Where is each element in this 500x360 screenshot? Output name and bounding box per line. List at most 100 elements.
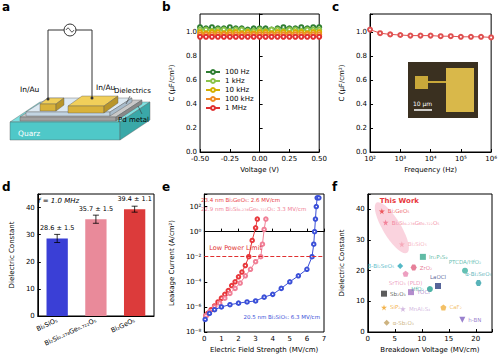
svg-text:20: 20 — [471, 335, 480, 343]
svg-text:6: 6 — [305, 335, 310, 343]
svg-text:-0.50: -0.50 — [191, 155, 209, 163]
svg-text:10⁻²: 10⁻² — [186, 253, 202, 261]
svg-text:15: 15 — [444, 335, 453, 343]
svg-text:40: 40 — [356, 205, 365, 213]
svg-text:Bi₂Si₀.₂₇₈Ge₀.₇₂₂O₅: Bi₂Si₀.₂₇₈Ge₀.₇₂₂O₅ — [392, 220, 440, 226]
svg-text:10⁵: 10⁵ — [455, 155, 467, 163]
svg-text:PTCDA/HfO₂: PTCDA/HfO₂ — [449, 259, 482, 265]
svg-text:10⁻⁴: 10⁻⁴ — [186, 278, 202, 286]
svg-text:20.5 nm Bi₂SiO₅: 6.3 MV/cm: 20.5 nm Bi₂SiO₅: 6.3 MV/cm — [244, 314, 320, 320]
svg-text:Breakdown Voltage (MV/cm): Breakdown Voltage (MV/cm) — [380, 346, 479, 354]
svg-text:CaF₂: CaF₂ — [449, 304, 462, 310]
svg-text:Sb₂O₃: Sb₂O₃ — [390, 291, 406, 297]
svg-text:0.50: 0.50 — [311, 155, 327, 163]
svg-text:Dielectric Constant: Dielectric Constant — [8, 221, 16, 288]
svg-text:Dielectric Constant: Dielectric Constant — [338, 229, 346, 296]
svg-text:0.4: 0.4 — [186, 100, 198, 108]
svg-text:MnAl₂S₄: MnAl₂S₄ — [409, 306, 431, 312]
svg-text:Bi₂SiO₅: Bi₂SiO₅ — [35, 316, 59, 333]
svg-text:0.4: 0.4 — [356, 100, 368, 108]
svg-text:0.00: 0.00 — [252, 155, 268, 163]
svg-text:10⁻⁸: 10⁻⁸ — [186, 328, 202, 336]
svg-text:10 μm: 10 μm — [413, 100, 432, 108]
svg-text:10⁶: 10⁶ — [485, 155, 497, 163]
svg-text:35.7 ± 1.5: 35.7 ± 1.5 — [79, 205, 113, 213]
svg-text:0.6: 0.6 — [356, 76, 368, 84]
svg-text:10: 10 — [356, 297, 365, 305]
svg-text:10⁴: 10⁴ — [425, 155, 437, 163]
svg-text:10: 10 — [417, 335, 426, 343]
svg-text:100 Hz: 100 Hz — [225, 68, 250, 76]
svg-text:100 kHz: 100 kHz — [225, 95, 254, 103]
svg-text:23.4 nm Bi₂GeO₅: 2.6 MV/cm: 23.4 nm Bi₂GeO₅: 2.6 MV/cm — [201, 197, 280, 203]
svg-text:0.2: 0.2 — [186, 124, 197, 132]
svg-text:In/Au: In/Au — [96, 83, 116, 92]
svg-text:Electric Field Strength (MV/cm: Electric Field Strength (MV/cm) — [210, 346, 319, 354]
svg-text:0: 0 — [366, 335, 370, 343]
svg-text:SiP₂: SiP₂ — [390, 304, 401, 310]
svg-text:ZrO₂: ZrO₂ — [420, 265, 433, 271]
svg-text:0: 0 — [202, 335, 206, 343]
svg-text:Low Power Limit: Low Power Limit — [209, 244, 262, 252]
svg-text:Quarz: Quarz — [18, 129, 40, 138]
svg-text:h-BN: h-BN — [468, 317, 481, 323]
svg-text:C (μF/cm²): C (μF/cm²) — [168, 64, 176, 101]
svg-text:22.9 nm Bi₂Si₀.₂₇₈Ge₀.₇₂₂O₅: 3: 22.9 nm Bi₂Si₀.₂₇₈Ge₀.₇₂₂O₅: 3.3 MV/cm — [201, 206, 306, 212]
svg-text:0.8: 0.8 — [356, 52, 367, 60]
svg-text:28.6 ± 1.5: 28.6 ± 1.5 — [40, 224, 74, 232]
svg-text:5: 5 — [393, 335, 397, 343]
html-text:a: a — [2, 0, 11, 14]
svg-text:LaOCl: LaOCl — [430, 274, 447, 280]
svg-text:20: 20 — [356, 267, 365, 275]
svg-text:SrTiO₃ (PLD): SrTiO₃ (PLD) — [389, 280, 423, 286]
svg-text:1.0: 1.0 — [186, 28, 197, 36]
svg-text:0.8: 0.8 — [186, 52, 197, 60]
html-text:b: b — [162, 0, 171, 14]
svg-text:0: 0 — [360, 328, 364, 336]
svg-text:Leakage Current (A/cm²): Leakage Current (A/cm²) — [168, 220, 176, 306]
svg-text:β-Bi₂SeO₅: β-Bi₂SeO₅ — [368, 263, 394, 270]
svg-text:1: 1 — [219, 335, 223, 343]
svg-text:Frequency (Hz): Frequency (Hz) — [404, 166, 457, 174]
svg-text:In₂P₃S₉: In₂P₃S₉ — [429, 254, 448, 260]
svg-text:2: 2 — [236, 335, 240, 343]
svg-text:1.0: 1.0 — [356, 28, 367, 36]
svg-text:Bi₂Si₀.₂₇₈Ge₀.₇₂₂O₅: Bi₂Si₀.₂₇₈Ge₀.₇₂₂O₅ — [43, 316, 98, 347]
svg-text:Bi₂GeO₅: Bi₂GeO₅ — [110, 316, 137, 334]
svg-text:4: 4 — [270, 335, 275, 343]
svg-text:0: 0 — [30, 312, 34, 320]
svg-text:f = 1.0 MHz: f = 1.0 MHz — [38, 197, 79, 205]
svg-text:0.2: 0.2 — [356, 124, 367, 132]
svg-text:10⁻⁶: 10⁻⁶ — [186, 303, 202, 311]
svg-text:10²: 10² — [190, 203, 202, 211]
svg-text:Bi₂GeO₅: Bi₂GeO₅ — [388, 208, 410, 214]
svg-text:3: 3 — [253, 335, 257, 343]
svg-text:α-Sb₂O₃: α-Sb₂O₃ — [393, 320, 414, 326]
svg-text:In/Au: In/Au — [20, 85, 40, 94]
svg-text:-0.25: -0.25 — [221, 155, 239, 163]
svg-text:Pd metal: Pd metal — [118, 116, 149, 124]
svg-text:5: 5 — [288, 335, 292, 343]
svg-text:0.6: 0.6 — [186, 76, 198, 84]
svg-text:Voltage (V): Voltage (V) — [240, 166, 279, 174]
svg-text:α-Bi₂SeO₅: α-Bi₂SeO₅ — [465, 271, 492, 277]
svg-text:Dielectrics: Dielectrics — [114, 87, 151, 95]
svg-text:10 kHz: 10 kHz — [225, 86, 249, 94]
svg-text:This Work: This Work — [380, 197, 419, 205]
svg-text:10²: 10² — [364, 155, 376, 163]
svg-text:7: 7 — [322, 335, 326, 343]
svg-text:YOCl: YOCl — [416, 289, 430, 295]
svg-text:0.25: 0.25 — [282, 155, 298, 163]
svg-text:1 MHz: 1 MHz — [225, 104, 247, 112]
svg-text:20: 20 — [26, 258, 35, 266]
svg-text:40: 40 — [26, 204, 35, 212]
svg-text:10³: 10³ — [394, 155, 406, 163]
svg-text:39.4 ± 1.1: 39.4 ± 1.1 — [117, 195, 151, 203]
svg-text:30: 30 — [26, 231, 35, 239]
svg-text:10⁰: 10⁰ — [190, 228, 202, 236]
svg-text:10: 10 — [26, 285, 35, 293]
svg-text:C (μF/cm²): C (μF/cm²) — [338, 64, 346, 101]
svg-text:1 kHz: 1 kHz — [225, 77, 245, 85]
svg-text:30: 30 — [356, 236, 365, 244]
svg-text:Bi₂SiO₅: Bi₂SiO₅ — [408, 241, 427, 247]
